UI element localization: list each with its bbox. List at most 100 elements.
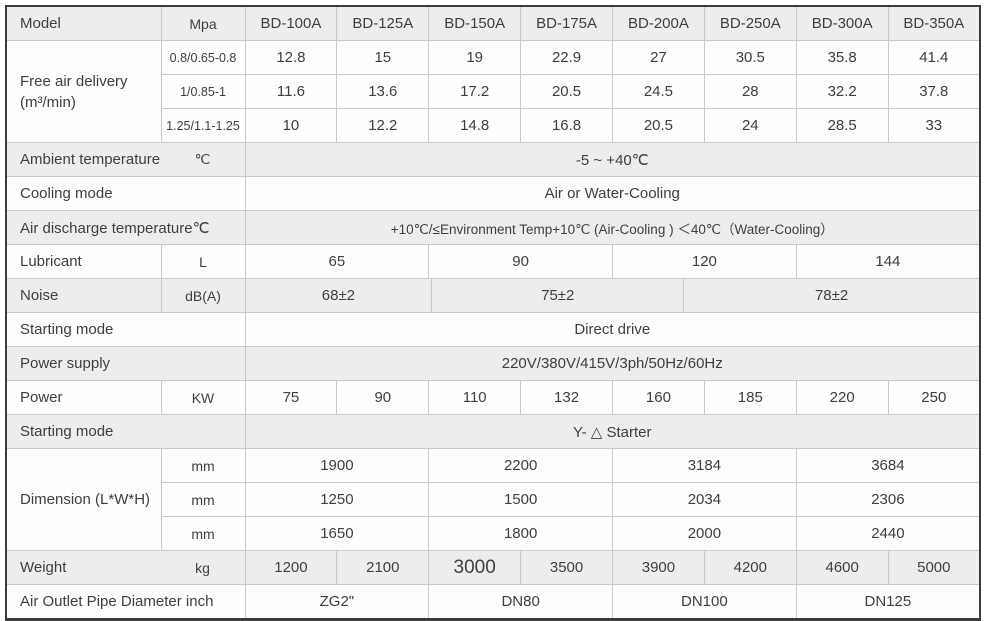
free-air-row-3: 1.25/1.1-1.25 10 12.2 14.8 16.8 20.5 24 … <box>6 108 981 143</box>
free-air-value: 35.8 <box>795 40 889 75</box>
lubricant-value: 120 <box>612 244 797 279</box>
weight-value: 5000 <box>887 550 981 585</box>
power-supply-row: Power supply 220V/380V/415V/3ph/50Hz/60H… <box>5 346 981 381</box>
free-air-value: 24.5 <box>612 74 705 109</box>
dimension-row-1: Dimension (L*W*H) mm 1900 2200 3184 3684 <box>5 448 981 551</box>
power-value: 75 <box>244 380 338 415</box>
free-air-row-2: 1/0.85-1 11.6 13.6 17.2 20.5 24.5 28 32.… <box>6 74 981 109</box>
ambient-temp-unit: ℃ <box>194 151 211 167</box>
power-value: 250 <box>887 380 981 415</box>
model-name-header: BD-100A <box>244 5 338 41</box>
weight-value: 3000 <box>428 550 522 585</box>
dimension-value: 1650 <box>244 516 430 551</box>
discharge-temp-row: Air discharge temperature℃ +10℃/≤Environ… <box>5 210 981 245</box>
weight-value: 2100 <box>336 550 430 585</box>
free-air-value: 15 <box>336 40 430 75</box>
model-name-header: BD-125A <box>336 5 430 41</box>
noise-unit: dB(A) <box>160 278 246 313</box>
starting-mode-value: Direct drive <box>244 312 981 347</box>
model-column-header: Model <box>5 5 162 41</box>
model-name-header: BD-175A <box>520 5 613 41</box>
noise-label: Noise <box>5 278 162 313</box>
dimension-label: Dimension (L*W*H) <box>5 448 162 551</box>
cooling-mode-value: Air or Water-Cooling <box>244 176 981 211</box>
model-name-header: BD-350A <box>887 5 981 41</box>
ambient-temp-value: -5 ~ +40℃ <box>244 142 981 177</box>
starting-mode-label: Starting mode <box>5 414 246 449</box>
starting-mode-value: Y- △ Starter <box>244 414 981 449</box>
dimension-value: 2034 <box>612 482 797 517</box>
ambient-temp-row: Ambient temperature ℃ -5 ~ +40℃ <box>5 142 981 177</box>
free-air-value: 32.2 <box>795 74 889 109</box>
dimension-value: 2200 <box>428 448 613 483</box>
power-unit: KW <box>160 380 246 415</box>
free-air-value: 17.2 <box>428 74 522 109</box>
dimension-value: 2440 <box>795 516 981 551</box>
cooling-mode-label: Cooling mode <box>5 176 246 211</box>
header-row: Model Mpa BD-100A BD-125A BD-150A BD-175… <box>5 5 981 41</box>
weight-value: 4600 <box>795 550 889 585</box>
free-air-value: 11.6 <box>244 74 338 109</box>
dimension-unit: mm <box>160 482 246 517</box>
dimension-value: 1500 <box>428 482 613 517</box>
free-air-value: 12.8 <box>244 40 338 75</box>
outlet-value: DN100 <box>612 584 797 620</box>
weight-row: Weight kg 1200 2100 3000 3500 3900 4200 … <box>5 550 981 585</box>
dimension-unit: mm <box>160 516 246 551</box>
starting-mode-label: Starting mode <box>5 312 246 347</box>
model-name-header: BD-200A <box>612 5 705 41</box>
weight-value: 1200 <box>244 550 338 585</box>
power-value: 132 <box>520 380 613 415</box>
noise-value: 78±2 <box>814 287 849 304</box>
dimension-row-2: mm 1250 1500 2034 2306 <box>6 482 981 517</box>
dimension-value: 2000 <box>612 516 797 551</box>
free-air-value: 27 <box>612 40 705 75</box>
free-air-value: 30.5 <box>703 40 797 75</box>
free-air-value: 41.4 <box>887 40 981 75</box>
spec-table: Model Mpa BD-100A BD-125A BD-150A BD-175… <box>5 5 981 621</box>
weight-value: 3500 <box>520 550 613 585</box>
power-supply-value: 220V/380V/415V/3ph/50Hz/60Hz <box>244 346 981 381</box>
free-air-label-line2: (m³/min) <box>20 93 76 111</box>
cooling-mode-row: Cooling mode Air or Water-Cooling <box>5 176 981 211</box>
lubricant-value: 144 <box>795 244 981 279</box>
power-value: 220 <box>795 380 889 415</box>
dimension-value: 3184 <box>612 448 797 483</box>
free-air-value: 14.8 <box>428 108 522 143</box>
power-value: 185 <box>703 380 797 415</box>
model-name-header: BD-300A <box>795 5 889 41</box>
power-row: Power KW 75 90 110 132 160 185 220 250 <box>5 380 981 415</box>
free-air-value: 20.5 <box>612 108 705 143</box>
dimension-value: 1250 <box>244 482 430 517</box>
pressure-unit-header: Mpa <box>160 5 246 41</box>
ambient-temp-label: Ambient temperature <box>20 151 161 168</box>
dimension-value: 3684 <box>795 448 981 483</box>
free-air-value: 33 <box>887 108 981 143</box>
free-air-value: 22.9 <box>520 40 613 75</box>
dimension-value: 1900 <box>244 448 430 483</box>
free-air-delivery-label: Free air delivery (m³/min) <box>5 40 162 143</box>
power-supply-label: Power supply <box>5 346 246 381</box>
weight-label-cell: Weight kg <box>5 550 246 585</box>
power-value: 90 <box>336 380 430 415</box>
outlet-row: Air Outlet Pipe Diameter inch ZG2" DN80 … <box>5 584 981 620</box>
free-air-value: 12.2 <box>336 108 430 143</box>
lubricant-value: 65 <box>244 244 430 279</box>
noise-value: 75±2 <box>431 279 685 312</box>
ambient-temp-label-cell: Ambient temperature ℃ <box>5 142 246 177</box>
dimension-value: 2306 <box>795 482 981 517</box>
free-air-value: 10 <box>244 108 338 143</box>
outlet-label: Air Outlet Pipe Diameter inch <box>5 584 246 620</box>
noise-values-cell: 68±2 75±2 78±2 <box>244 278 981 313</box>
free-air-value: 19 <box>428 40 522 75</box>
model-name-header: BD-150A <box>428 5 522 41</box>
starting-mode-row-1: Starting mode Direct drive <box>5 312 981 347</box>
power-value: 160 <box>612 380 705 415</box>
free-air-value: 37.8 <box>887 74 981 109</box>
free-air-label-line1: Free air delivery <box>20 72 128 90</box>
pressure-row-label: 0.8/0.65-0.8 <box>160 40 246 75</box>
discharge-temp-label: Air discharge temperature℃ <box>5 210 246 245</box>
weight-value: 4200 <box>703 550 797 585</box>
noise-value: 68±2 <box>321 287 356 304</box>
lubricant-value: 90 <box>428 244 613 279</box>
